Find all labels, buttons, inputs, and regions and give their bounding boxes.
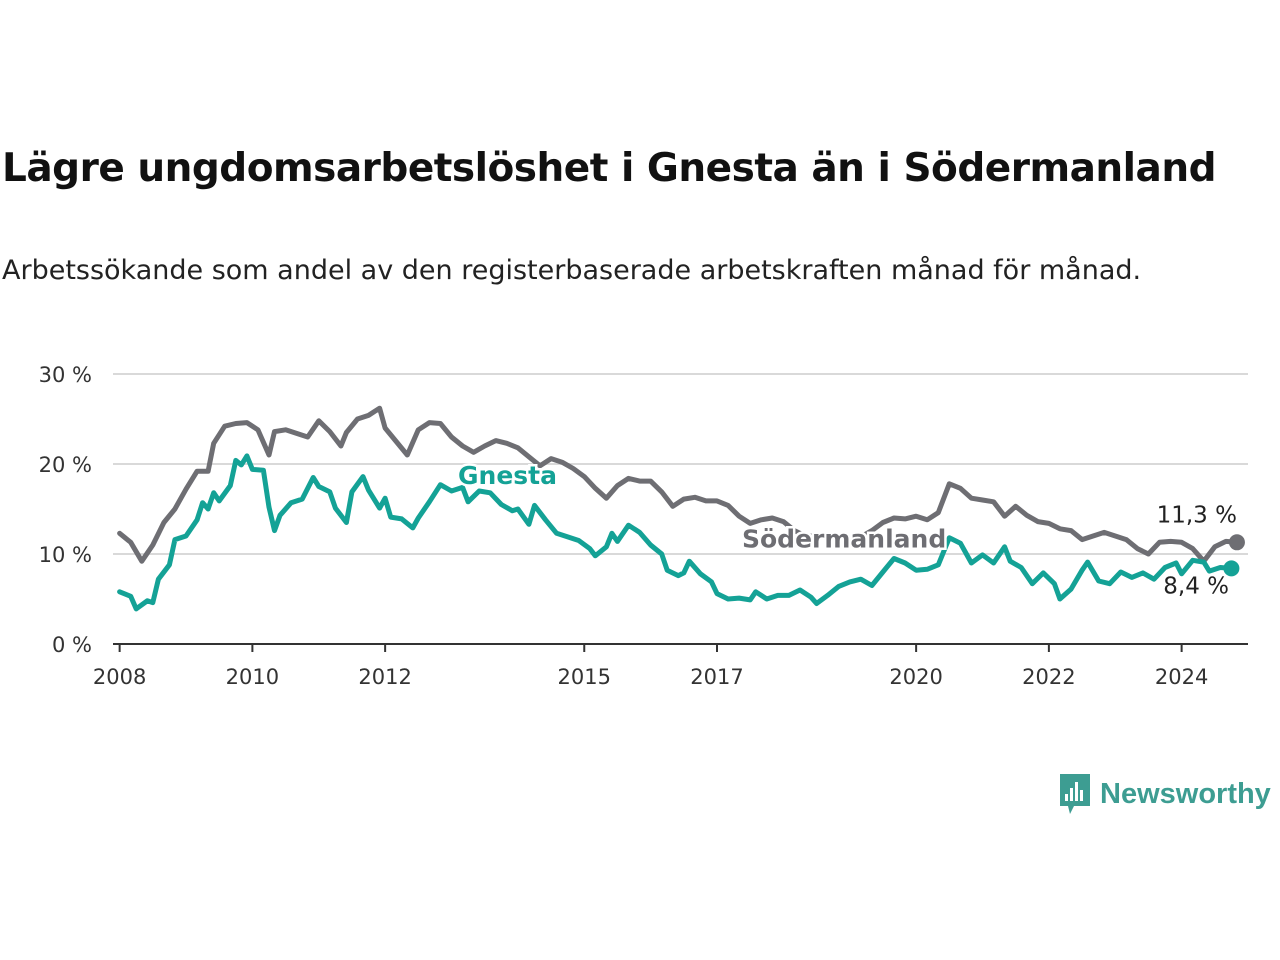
end-point-sdermanland — [1228, 534, 1245, 551]
x-tick-label: 2020 — [889, 665, 942, 689]
x-tick-label: 2022 — [1022, 665, 1075, 689]
series-label-gnesta: Gnesta — [458, 461, 557, 490]
y-tick-label: 30 % — [39, 363, 92, 387]
line-chart: 0 % 10 % 20 % 30 % 2008 2010 2012 2015 2017 2020 2… — [39, 363, 1248, 689]
x-tick-label: 2012 — [358, 665, 411, 689]
end-value-label: 11,3 % — [1157, 503, 1237, 529]
series-line-sdermanland — [117, 405, 1240, 564]
x-tick-label: 2008 — [93, 665, 146, 689]
newsworthy-logo-icon — [1060, 774, 1090, 814]
y-tick-label: 20 % — [39, 453, 92, 477]
x-tick-label: 2015 — [558, 665, 611, 689]
series-line-gnesta — [117, 453, 1234, 612]
y-tick-label: 10 % — [39, 543, 92, 567]
x-tick-label: 2010 — [226, 665, 279, 689]
end-value-label: 8,4 % — [1163, 574, 1229, 600]
end-point-gnesta — [1223, 560, 1240, 577]
brand-name: Newsworthy — [1100, 777, 1271, 810]
chart-subtitle: Arbetssökande som andel av den registerb… — [2, 255, 1142, 286]
y-tick-label: 0 % — [52, 633, 92, 657]
x-tick-label: 2017 — [690, 665, 743, 689]
series-label-sodermanland: Södermanland — [742, 525, 946, 554]
x-tick-label: 2024 — [1155, 665, 1208, 689]
brand-logo: Newsworthy — [1058, 772, 1271, 816]
chart-title: Lägre ungdomsarbetslöshet i Gnesta än i … — [2, 146, 1217, 191]
